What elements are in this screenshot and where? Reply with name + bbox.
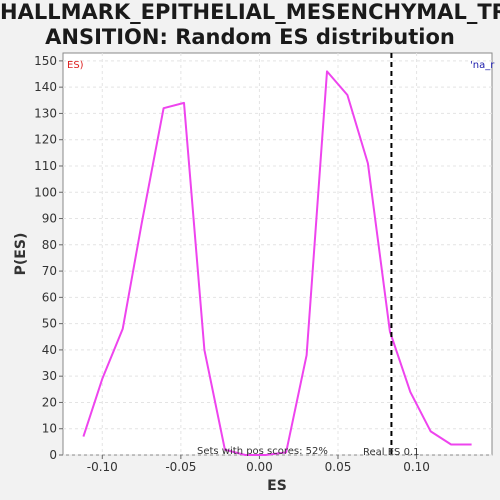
x-tick-label: -0.10 <box>87 460 118 474</box>
y-tick-label: 20 <box>42 395 57 409</box>
y-tick-label: 0 <box>49 448 57 462</box>
grid <box>63 53 492 456</box>
y-tick-label: 80 <box>42 238 57 252</box>
series-layer <box>82 70 472 456</box>
y-tick-label: 130 <box>34 106 57 120</box>
y-tick-label: 100 <box>34 185 57 199</box>
pos-scores-annotation: Sets with pos scores: 52% <box>197 446 328 457</box>
distribution-line <box>82 70 472 456</box>
y-tick-label: 90 <box>42 212 57 226</box>
left-legend-label: ES) <box>67 60 84 71</box>
chart-title-line-2: ANSITION: Random ES distribution <box>45 25 455 49</box>
y-tick-label: 40 <box>42 343 57 357</box>
y-tick-label: 150 <box>34 54 57 68</box>
x-tick-label: 0.10 <box>403 460 430 474</box>
y-tick-label: 60 <box>42 290 57 304</box>
chart-title-line-1: HALLMARK_EPITHELIAL_MESENCHYMAL_TR <box>0 0 500 24</box>
y-axis-label: P(ES) <box>13 233 29 276</box>
real-es-annotation: Real ES 0.1 <box>363 447 419 458</box>
right-legend-label: 'na_r <box>470 60 495 71</box>
x-axis-label: ES <box>267 478 287 494</box>
y-tick-label: 140 <box>34 80 57 94</box>
y-tick-label: 120 <box>34 133 57 147</box>
x-tick-label: -0.05 <box>165 460 196 474</box>
y-tick-label: 30 <box>42 369 57 383</box>
x-tick-label: 0.00 <box>246 460 273 474</box>
plot-area <box>62 52 493 456</box>
axis-ticks: 0 10 20 30 40 50 60 70 80 90 100 110 120 130 140 150 -0.… <box>34 54 430 474</box>
chart-title: HALLMARK_EPITHELIAL_MESENCHYMAL_TR ANSIT… <box>0 0 500 50</box>
y-tick-label: 70 <box>42 264 57 278</box>
x-tick-label: 0.05 <box>325 460 352 474</box>
y-tick-label: 50 <box>42 317 57 331</box>
y-tick-label: 10 <box>42 422 57 436</box>
y-tick-label: 110 <box>34 159 57 173</box>
